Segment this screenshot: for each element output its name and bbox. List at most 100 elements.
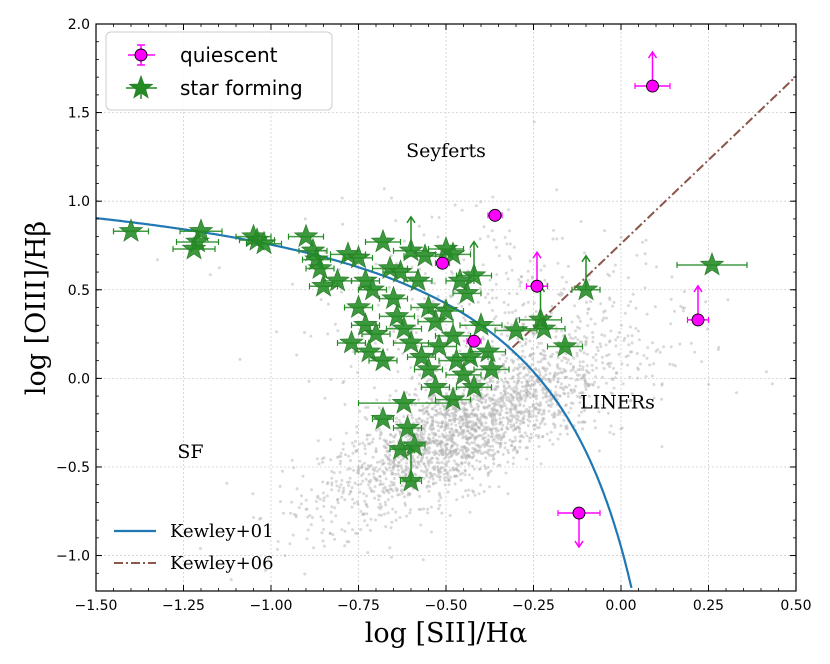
star-forming-markers [119, 218, 724, 492]
background-point [306, 528, 310, 532]
background-point [658, 350, 662, 354]
background-point [471, 464, 474, 468]
background-point [467, 442, 471, 446]
background-point [350, 505, 354, 509]
background-point [652, 383, 656, 386]
background-point [490, 435, 494, 439]
background-point [379, 482, 383, 486]
background-point [391, 472, 394, 476]
background-point [493, 452, 497, 456]
background-point [586, 307, 590, 311]
background-point [438, 407, 442, 411]
background-point [490, 421, 494, 425]
background-point [390, 520, 394, 524]
background-point [391, 507, 395, 511]
background-point [585, 336, 589, 340]
background-point [339, 459, 342, 463]
background-point [349, 459, 352, 462]
background-point [509, 400, 512, 404]
background-point [446, 426, 450, 430]
background-point [613, 263, 617, 267]
background-point [504, 271, 508, 275]
background-point [423, 429, 427, 433]
background-point [451, 434, 455, 438]
background-point [387, 458, 390, 462]
background-point [427, 463, 431, 467]
background-point [418, 495, 422, 498]
background-point [498, 417, 502, 421]
star-forming-marker [574, 277, 598, 300]
background-point [518, 365, 522, 369]
background-point [735, 391, 738, 395]
background-point [363, 447, 367, 451]
background-point [513, 439, 517, 443]
background-point [528, 420, 532, 423]
background-point [520, 344, 524, 348]
background-point [579, 220, 583, 223]
background-point [386, 498, 390, 502]
background-point [499, 396, 503, 400]
background-point [562, 419, 566, 422]
background-point [309, 523, 313, 527]
background-point [321, 460, 325, 464]
background-point [474, 429, 478, 433]
background-point [510, 418, 514, 422]
background-point [358, 490, 362, 494]
background-point [405, 514, 409, 518]
background-point [276, 547, 279, 551]
background-point [360, 463, 364, 467]
background-point [473, 493, 477, 497]
background-point [394, 219, 398, 223]
background-point [341, 491, 345, 495]
background-point [454, 448, 458, 452]
background-point [322, 456, 326, 460]
background-point [468, 436, 472, 440]
background-point [429, 441, 433, 445]
background-point [494, 282, 498, 286]
background-point [375, 469, 379, 473]
background-point [506, 492, 510, 496]
star-forming-marker [392, 390, 416, 414]
background-point [352, 444, 356, 448]
background-point [509, 393, 513, 397]
background-point [639, 362, 642, 366]
background-point [530, 347, 534, 350]
background-point [480, 422, 484, 426]
background-point [503, 371, 507, 375]
background-point [392, 435, 396, 438]
background-point [337, 268, 341, 271]
background-point [613, 376, 617, 380]
background-point [490, 339, 494, 343]
background-point [526, 373, 529, 377]
background-point [506, 448, 510, 452]
background-point [414, 387, 417, 391]
background-point [537, 436, 541, 440]
background-point [534, 388, 538, 392]
background-point [473, 413, 477, 417]
background-point [503, 404, 507, 408]
background-point [555, 237, 559, 241]
background-point [500, 332, 504, 336]
background-point [556, 261, 560, 265]
background-point [351, 350, 355, 354]
background-point [547, 409, 551, 413]
background-point [333, 322, 337, 326]
background-point [539, 403, 543, 407]
background-point [448, 514, 452, 517]
background-point [511, 310, 514, 314]
background-point [381, 489, 385, 493]
background-point [422, 476, 426, 480]
background-point [506, 321, 510, 325]
background-point [565, 385, 569, 389]
background-point [388, 466, 392, 470]
background-point [399, 489, 403, 493]
background-point [443, 450, 446, 454]
background-point [488, 444, 492, 448]
background-point [422, 233, 426, 237]
background-point [540, 358, 544, 361]
background-point [279, 500, 282, 504]
background-point [457, 431, 461, 435]
background-point [418, 438, 422, 442]
background-point [418, 267, 422, 271]
background-point [445, 410, 449, 413]
